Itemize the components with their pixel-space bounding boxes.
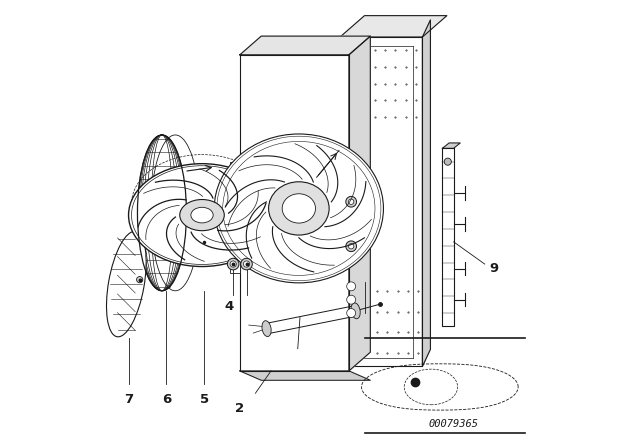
Text: 2: 2 (236, 402, 244, 415)
Ellipse shape (136, 276, 143, 283)
Text: 00079365: 00079365 (428, 419, 478, 429)
Text: 5: 5 (200, 393, 209, 406)
Text: 7: 7 (124, 393, 133, 406)
Bar (230, 193, 240, 211)
Ellipse shape (347, 282, 356, 291)
Bar (230, 255, 240, 273)
Ellipse shape (262, 321, 271, 336)
Ellipse shape (349, 244, 354, 249)
Polygon shape (340, 16, 447, 37)
Polygon shape (240, 371, 371, 380)
Ellipse shape (129, 164, 275, 267)
Ellipse shape (269, 182, 329, 235)
Ellipse shape (282, 194, 316, 223)
Ellipse shape (351, 303, 360, 319)
Polygon shape (240, 36, 371, 55)
Polygon shape (442, 143, 460, 148)
Polygon shape (442, 148, 454, 327)
Text: 3: 3 (242, 300, 251, 313)
Polygon shape (267, 306, 356, 334)
Ellipse shape (347, 295, 356, 304)
Text: 4: 4 (224, 300, 234, 313)
Ellipse shape (347, 309, 356, 318)
Polygon shape (240, 55, 349, 371)
Bar (230, 162, 240, 180)
Text: 9: 9 (489, 262, 499, 275)
Bar (230, 224, 240, 242)
Ellipse shape (346, 196, 356, 207)
Ellipse shape (349, 199, 354, 204)
Ellipse shape (227, 258, 239, 270)
Text: 8: 8 (289, 353, 298, 366)
Polygon shape (422, 20, 431, 366)
Ellipse shape (180, 199, 224, 231)
Ellipse shape (106, 232, 146, 337)
Ellipse shape (444, 158, 451, 165)
Ellipse shape (243, 261, 250, 267)
Polygon shape (349, 36, 371, 371)
Text: 1: 1 (355, 318, 364, 331)
Ellipse shape (346, 241, 356, 252)
Ellipse shape (191, 207, 213, 223)
Ellipse shape (230, 261, 236, 267)
Text: 6: 6 (162, 393, 171, 406)
Ellipse shape (214, 134, 383, 283)
Polygon shape (340, 37, 422, 366)
Ellipse shape (241, 258, 252, 270)
